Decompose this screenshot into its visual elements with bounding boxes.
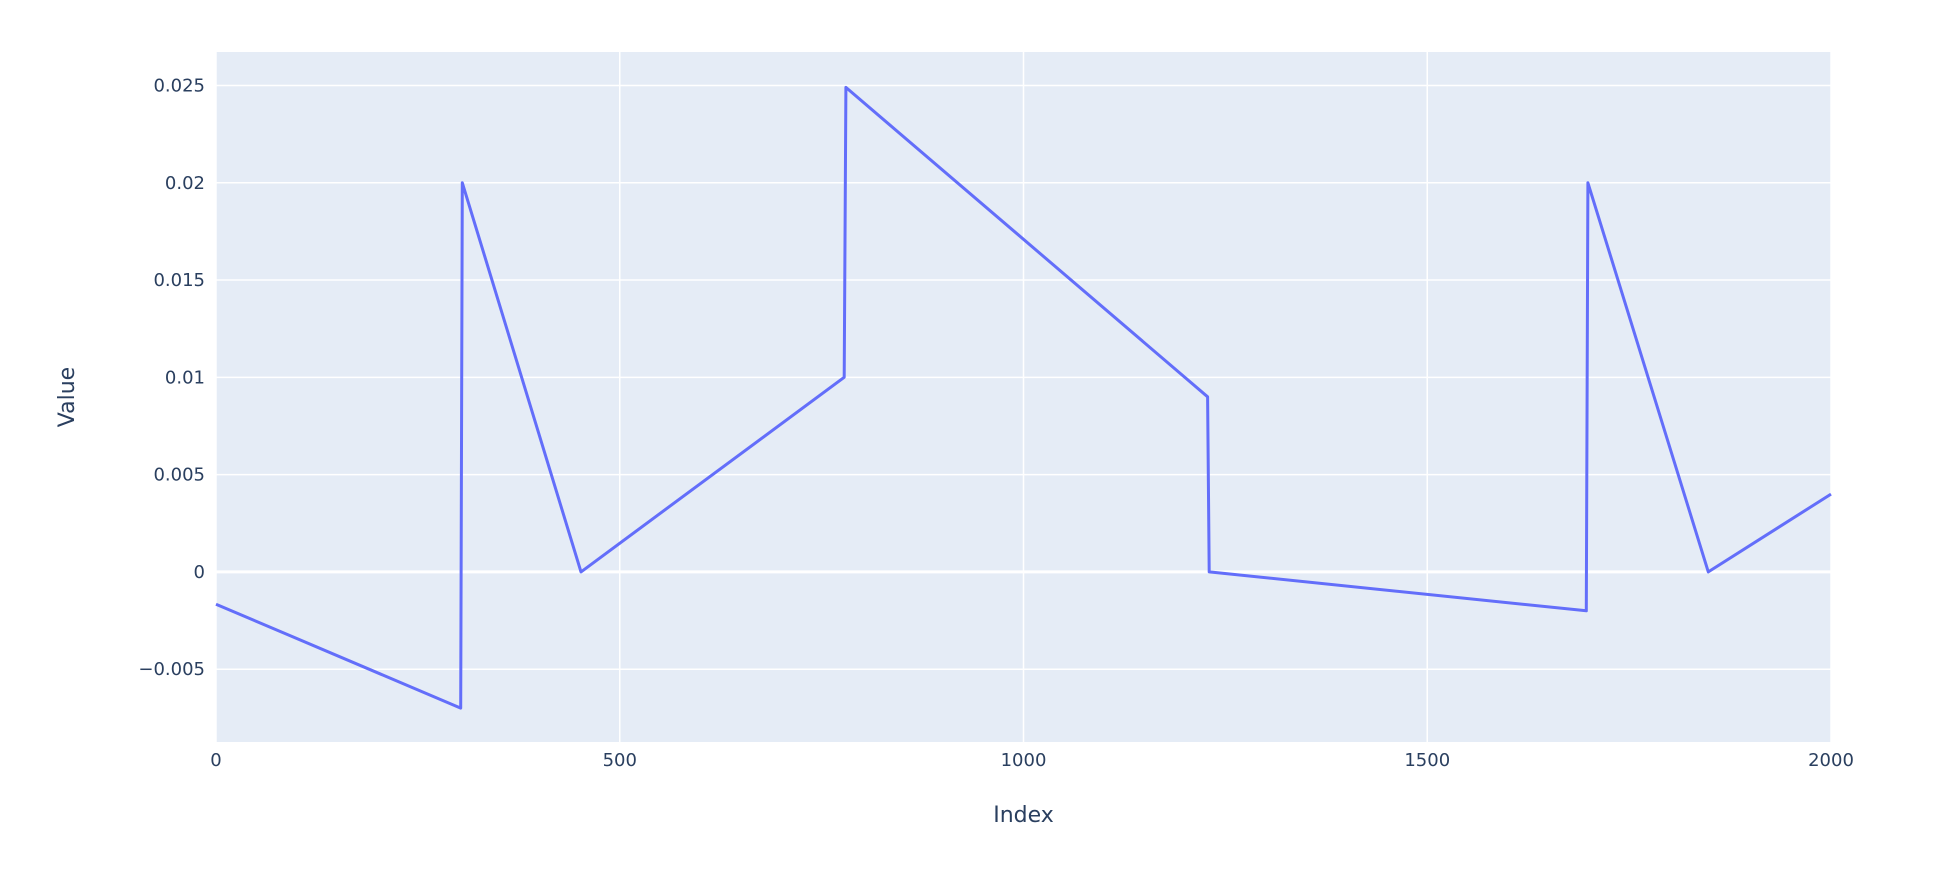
y-tick-label: 0.02 — [165, 173, 205, 194]
y-tick-label: 0 — [194, 562, 205, 583]
y-tick-label: 0.005 — [153, 465, 205, 486]
x-tick-label: 1000 — [1001, 750, 1047, 771]
x-tick-label: 500 — [603, 750, 637, 771]
x-axis-title: Index — [993, 803, 1054, 828]
tick-labels: 0 500 1000 1500 2000 −0.005 0 0.005 0.01 0.015 0.0… — [138, 75, 1854, 771]
y-tick-label: 0.01 — [165, 367, 205, 388]
y-axis-title: Value — [55, 367, 80, 427]
x-tick-label: 1500 — [1404, 750, 1450, 771]
series-line — [215, 85, 1832, 710]
gridlines — [215, 52, 1832, 742]
x-tick-label: 0 — [210, 750, 221, 771]
series-lines — [215, 85, 1832, 710]
y-tick-label: 0.025 — [153, 75, 205, 96]
y-tick-label: −0.005 — [138, 659, 205, 680]
y-tick-label: 0.015 — [153, 270, 205, 291]
x-tick-label: 2000 — [1808, 750, 1854, 771]
